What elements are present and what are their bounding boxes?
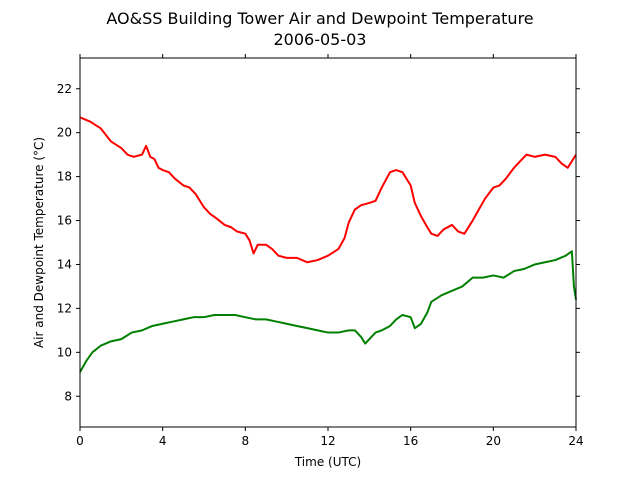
y-tick-label: 20 bbox=[57, 126, 72, 140]
y-axis-label: Air and Dewpoint Temperature (°C) bbox=[32, 137, 46, 348]
series-layer bbox=[79, 116, 577, 373]
x-tick-label: 20 bbox=[486, 434, 501, 448]
y-tick-label: 22 bbox=[57, 82, 72, 96]
x-axis-label: Time (UTC) bbox=[294, 455, 361, 469]
y-tick-label: 10 bbox=[57, 345, 72, 359]
series-line-0 bbox=[79, 116, 577, 264]
x-axis: 0 4 8 12 16 20 24 bbox=[76, 54, 584, 448]
x-tick-label: 16 bbox=[403, 434, 418, 448]
y-tick-label: 18 bbox=[57, 170, 72, 184]
x-tick-label: 12 bbox=[320, 434, 335, 448]
y-tick-label: 16 bbox=[57, 214, 72, 228]
series-line-1 bbox=[79, 250, 577, 373]
y-axis: 8 10 12 14 16 18 20 22 bbox=[57, 82, 580, 403]
y-tick-label: 8 bbox=[64, 389, 72, 403]
chart-title: AO&SS Building Tower Air and Dewpoint Te… bbox=[106, 9, 533, 28]
chart-subtitle: 2006-05-03 bbox=[274, 30, 367, 49]
x-tick-label: 4 bbox=[159, 434, 167, 448]
plot-frame bbox=[79, 57, 577, 428]
x-tick-label: 24 bbox=[568, 434, 583, 448]
x-tick-label: 0 bbox=[76, 434, 84, 448]
y-tick-label: 14 bbox=[57, 257, 72, 271]
x-tick-label: 8 bbox=[242, 434, 250, 448]
y-tick-label: 12 bbox=[57, 301, 72, 315]
